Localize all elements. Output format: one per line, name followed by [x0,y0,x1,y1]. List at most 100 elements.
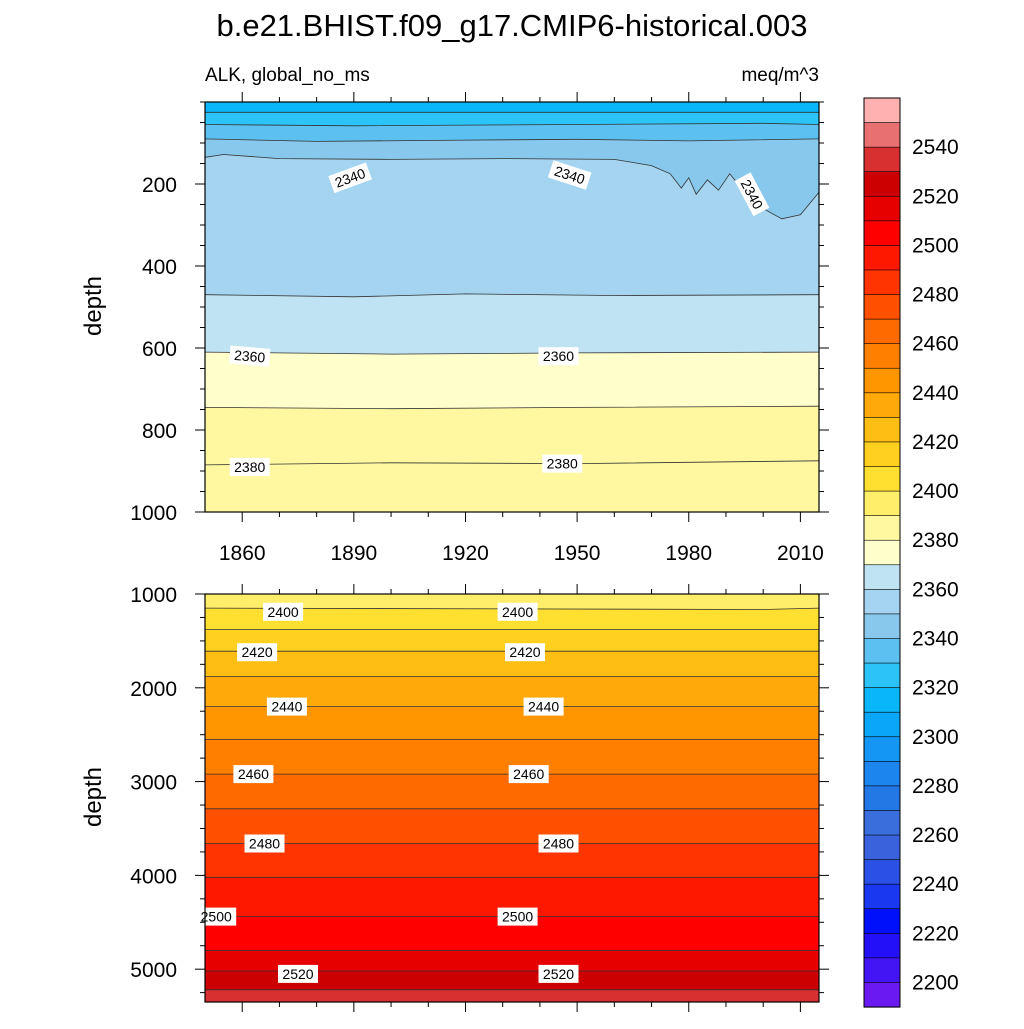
contour-label-text: 2380 [547,456,578,472]
contour-label-box [508,765,549,784]
colorbar-box [863,957,901,984]
colorbar-box [863,638,901,664]
bottom-ylabel: depth [80,767,107,827]
colorbar-label: 2300 [912,726,959,749]
contour-label: 2420 [505,643,545,662]
bottom-panel: 2400 2400 2420 2420 2440 2440 2460 2460 2480 2480… [130,584,829,1012]
contour-label-box [266,697,307,716]
colorbar-box [863,613,901,640]
contour-label: 2500 [196,907,237,926]
colorbar-box [863,589,901,615]
colorbar-box [863,146,901,173]
top-ylabel: depth [80,276,107,336]
colorbar-box [863,932,901,959]
contour-label: 2460 [508,765,549,784]
contour-label: 2520 [278,964,318,983]
colorbar-label: 2260 [912,824,959,847]
x-tick-label: 1860 [219,542,266,565]
contour-label-box [538,964,579,983]
colorbar-label: 2460 [912,333,959,356]
contour-label-text: 2520 [543,966,574,982]
contour-label-text: 2500 [502,909,533,925]
contour-label-text: 2480 [543,836,574,852]
colorbar-label: 2400 [912,480,959,503]
contour-label-box [505,643,545,662]
colorbar-box [863,834,901,861]
colorbar-box [863,908,901,934]
y-tick-label: 1000 [130,502,177,525]
colorbar-frame [863,97,901,1008]
y-tick-label: 4000 [130,865,177,888]
colorbar-label: 2320 [912,677,959,700]
colorbar-box [863,343,901,369]
contour-band [205,594,819,610]
figure-title: b.e21.BHIST.f09_g17.CMIP6-historical.003 [216,8,807,43]
colorbar-box [863,97,901,124]
contour-label: 2440 [266,697,307,716]
contour-label-box [278,964,318,983]
colorbar-label: 2420 [912,431,959,454]
y-tick-label: 1000 [130,584,177,607]
contour-label-box [497,907,538,926]
y-tick-label: 600 [142,338,177,361]
contour-label: 2440 [523,697,564,716]
x-tick-label: 1980 [665,542,712,565]
colorbar-label: 2380 [912,529,959,552]
contour-label-box [328,162,372,194]
colorbar-box [863,318,901,345]
contour-label-text: 2420 [242,644,273,660]
y-tick-label: 400 [142,256,177,279]
colorbar-box [863,982,901,1008]
colorbar-box [863,122,901,148]
contour-label: 2460 [233,765,274,784]
contour-label: 2480 [538,834,579,853]
colorbar-label: 2200 [912,971,959,994]
colorbar-box [863,736,901,762]
contour-label: 2380 [229,457,270,476]
contour-label-text: 2400 [268,604,299,620]
contour-label-box [523,697,564,716]
colorbar-box [863,662,901,689]
contour-label-text: 2360 [233,347,266,366]
plot-frame [204,593,820,1003]
y-tick-label: 200 [142,174,177,197]
y-tick-label: 3000 [130,772,177,795]
contour-line [204,138,820,142]
contour-label: 2380 [542,454,583,473]
left-subtitle: ALK, global_no_ms [205,65,370,86]
contour-label: 2520 [538,964,579,983]
contour-label: 2420 [237,643,278,662]
x-tick-label: 1920 [442,542,489,565]
contour-line [204,405,820,410]
colorbar-box [863,466,901,492]
contour-band [205,102,819,113]
contour-label-box [237,643,278,662]
contour-label-text: 2380 [234,459,265,475]
colorbar-box [863,171,901,197]
contour-label: 2360 [538,347,579,366]
contour-label-box [233,765,274,784]
colorbar-box [863,515,901,541]
colorbar-box [863,539,901,566]
contour-line [204,293,820,298]
colorbar-box [863,687,901,713]
right-subtitle: meq/m^3 [741,65,819,86]
colorbar-label: 2520 [912,185,959,208]
colorbar-label: 2440 [912,382,959,405]
contour-label-text: 2400 [502,604,533,620]
colorbar-box [863,441,901,468]
contour-label-text: 2420 [509,644,540,660]
contour-label-text: 2460 [513,766,544,782]
contour-line [204,607,820,610]
colorbar-box [863,367,901,394]
contour-label: 2500 [497,907,538,926]
contour-line [204,122,820,127]
colorbar-box [863,294,901,320]
contour-label-box [228,345,271,367]
x-tick-label: 1890 [330,542,377,565]
colorbar-label: 2540 [912,136,959,159]
contour-label-text: 2460 [238,766,269,782]
